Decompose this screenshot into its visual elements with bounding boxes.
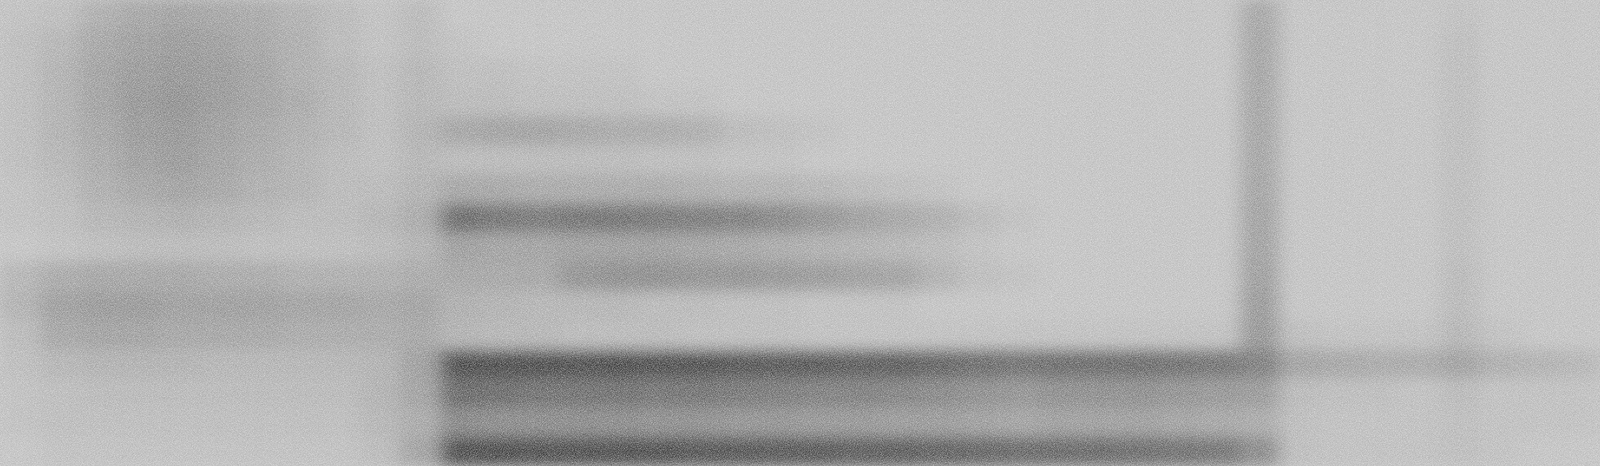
spectrogram (0, 0, 1600, 466)
noise-texture (0, 0, 1600, 466)
cells (0, 0, 1600, 466)
background (0, 0, 1600, 466)
